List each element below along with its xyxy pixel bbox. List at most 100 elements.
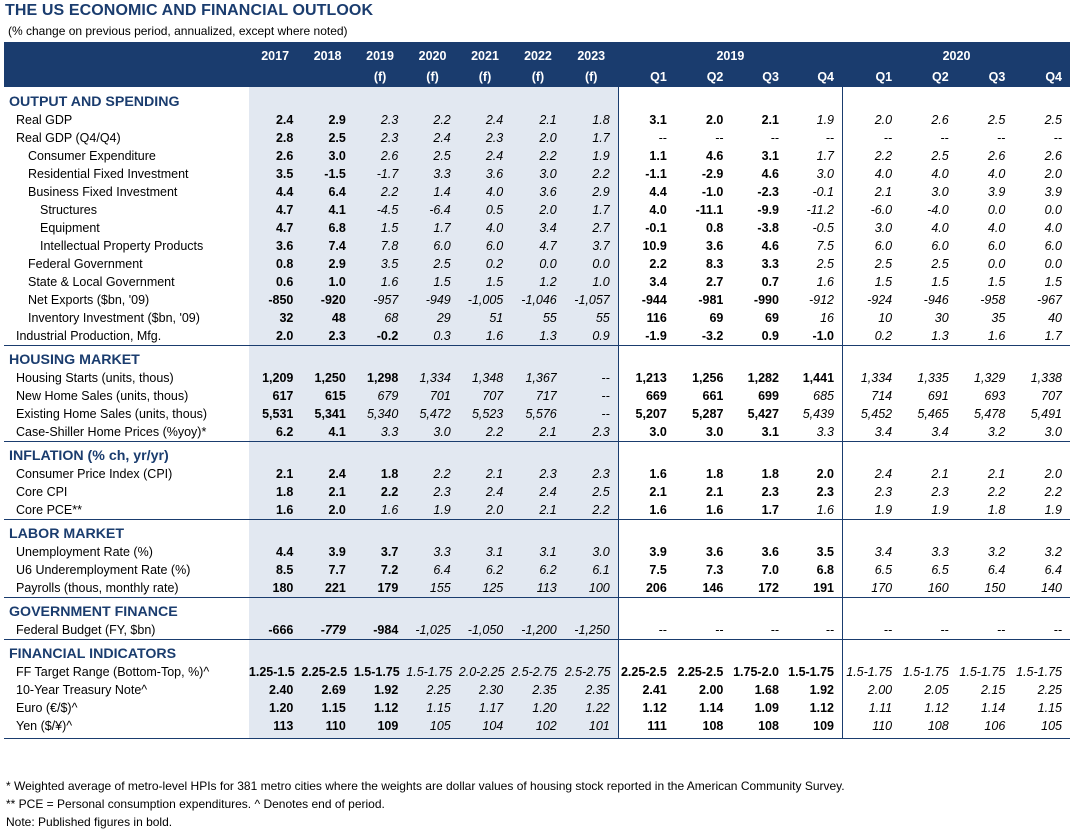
annual-cell: 100 [564, 579, 619, 597]
quarter-cell: 6.8 [816, 563, 835, 577]
table-end-row [4, 735, 1070, 739]
quarter-cell: 4.6 [761, 167, 779, 181]
row-label: Consumer Expenditure [28, 149, 156, 163]
quarter-cell: 6.4 [987, 563, 1006, 577]
annual-cell: 113 [511, 579, 565, 597]
annual-cell: 7.8 [353, 237, 407, 255]
quarter-cell: 2.2 [1044, 485, 1062, 499]
quarter-cell: 693 [984, 389, 1006, 403]
row-label: Core PCE** [16, 502, 82, 517]
header-quarterly-2019: 2019 [617, 42, 843, 66]
quarter-cell: -11.2 [806, 203, 835, 217]
quarter-cell: 4.0 [931, 221, 949, 235]
quarter-cell: -- [770, 131, 779, 145]
quarter-cell: 2.0 [706, 113, 724, 127]
quarter-cell: 2.3 [761, 485, 779, 499]
quarter-cell: -981 [698, 293, 724, 307]
annual-cell: 1.5 [406, 273, 459, 291]
quarter-cell: 3.1 [761, 149, 779, 163]
quarter-cell: 1,282 [747, 371, 779, 385]
annual-cell: 0.2 [458, 255, 512, 273]
annual-cell: 2.9 [301, 111, 354, 129]
annual-cell: 1.7 [564, 129, 619, 147]
quarter-cell: 4.0 [1044, 221, 1062, 235]
quarter-cell: 2.4 [842, 465, 901, 483]
annual-cell: 113 [248, 717, 302, 735]
annual-cell: 6.1 [564, 561, 619, 579]
quarter-cell: 1.5 [931, 275, 949, 289]
annual-cell: 2.2 [406, 465, 459, 483]
quarter-cell: 140 [1041, 580, 1062, 595]
quarter-cell: -1.9 [617, 327, 675, 345]
annual-cell: 102 [511, 717, 565, 735]
quarter-cell: 1.6 [617, 465, 675, 483]
annual-cell: 1.6 [458, 327, 512, 345]
annual-cell: 221 [301, 579, 354, 597]
annual-cell: 1.8 [353, 465, 407, 483]
outlook-table: 2017 2018 2019 2020 2021 2022 2023 2019 … [4, 42, 1070, 739]
header-2020-q2: Q2 [900, 66, 957, 87]
annual-cell: 2.9 [301, 255, 354, 273]
quarter-cell: 0.0 [987, 257, 1006, 271]
quarter-cell: 4.0 [987, 167, 1006, 181]
table-row: Structures 4.7 4.1 -4.5 -6.4 0.5 2.0 1.7 4.0 -11.… [4, 201, 1070, 219]
table-row: Real GDP (Q4/Q4) 2.8 2.5 2.3 2.4 2.3 2.0 1.7 -- -… [4, 129, 1070, 147]
table-body: OUTPUT AND SPENDING Real GDP 2.4 2.9 2.3 2.2 2… [4, 87, 1070, 739]
quarter-cell: 6.0 [987, 239, 1006, 253]
annual-cell: 0.6 [248, 273, 302, 291]
annual-cell: 2.5 [301, 129, 354, 147]
quarter-cell: 1.8 [761, 467, 779, 481]
annual-cell: 1.7 [406, 219, 459, 237]
quarter-cell: 3.2 [1044, 545, 1062, 559]
table-row: New Home Sales (units, thous) 617 615 679 70… [4, 387, 1070, 405]
row-label: Core CPI [16, 485, 68, 499]
row-label: Structures [40, 203, 97, 217]
annual-cell: 2.1 [511, 501, 565, 519]
annual-cell: -984 [353, 621, 407, 639]
annual-cell: -- [564, 405, 619, 423]
annual-cell: 6.8 [301, 219, 354, 237]
annual-cell: 2.4 [511, 483, 565, 501]
annual-cell: 2.2 [353, 483, 407, 501]
quarter-cell: 707 [1041, 389, 1062, 403]
annual-cell: 4.1 [301, 201, 354, 219]
annual-cell: 0.5 [458, 201, 512, 219]
quarter-cell: 3.9 [987, 185, 1006, 199]
annual-cell: 4.4 [248, 543, 302, 561]
annual-cell: 5,523 [458, 405, 512, 423]
annual-cell: 3.3 [406, 543, 459, 561]
annual-cell: -6.4 [406, 201, 459, 219]
quarter-cell: 40 [1048, 311, 1062, 325]
header-annual-2018: 2018 [301, 42, 354, 66]
header-row-periods: (f) (f) (f) (f) (f) Q1 Q2 Q3 Q4 Q1 Q2 Q3… [4, 66, 1070, 87]
header-2019-q2: Q2 [674, 66, 732, 87]
quarter-cell: -946 [923, 293, 949, 307]
annual-cell: 1.0 [301, 273, 354, 291]
section-title: FINANCIAL INDICATORS [9, 646, 177, 662]
annual-cell: 3.6 [248, 237, 302, 255]
quarter-cell: -- [825, 131, 835, 145]
annual-cell: 5,576 [511, 405, 565, 423]
quarter-cell: 685 [813, 389, 835, 403]
row-label: State & Local Government [28, 275, 175, 289]
annual-cell: 3.0 [511, 165, 565, 183]
quarter-cell: 1,256 [692, 371, 724, 385]
quarter-cell: 146 [702, 580, 724, 595]
quarter-cell: 111 [617, 717, 675, 735]
table-row: Consumer Price Index (CPI) 2.1 2.4 1.8 2.2 2.… [4, 465, 1070, 483]
annual-cell: 6.2 [511, 561, 565, 579]
row-label: New Home Sales (units, thous) [16, 389, 189, 403]
quarter-cell: -967 [1036, 293, 1062, 307]
annual-cell: 68 [353, 309, 407, 327]
row-label: Intellectual Property Products [40, 239, 204, 253]
quarter-cell: 7.3 [706, 563, 724, 577]
annual-cell: 6.4 [301, 183, 354, 201]
annual-cell: 1.15 [301, 699, 354, 717]
quarter-cell: 5,287 [692, 407, 724, 421]
quarter-cell: 1.68 [754, 683, 779, 697]
annual-cell: 51 [458, 309, 512, 327]
quarter-cell: 3.1 [761, 424, 779, 439]
quarter-cell: 4.6 [761, 239, 779, 253]
quarter-cell: -990 [753, 293, 779, 307]
annual-cell: 701 [406, 387, 459, 405]
